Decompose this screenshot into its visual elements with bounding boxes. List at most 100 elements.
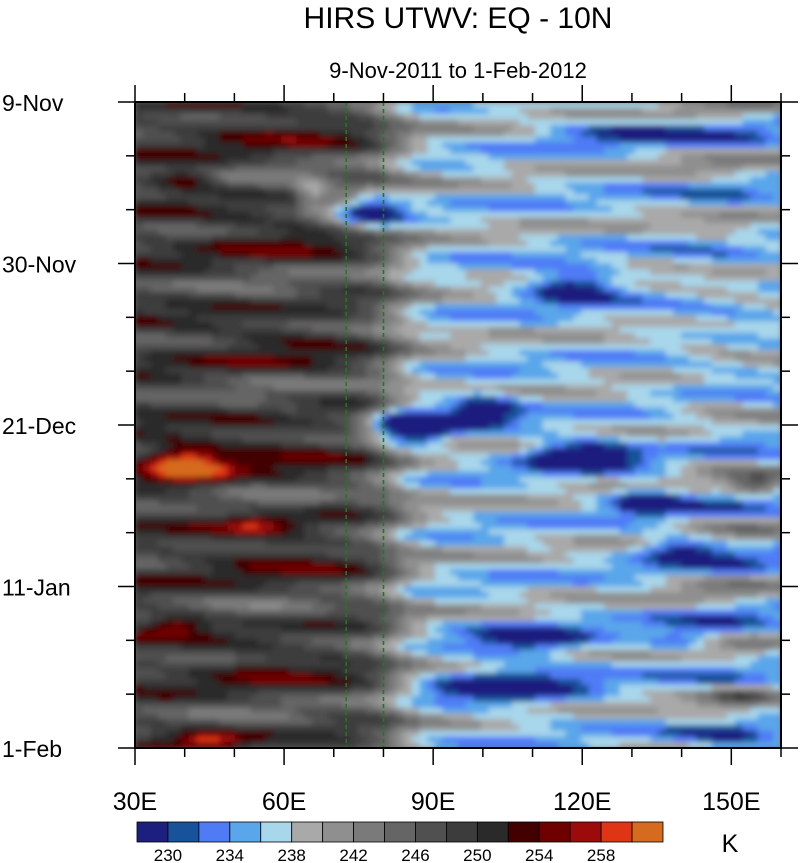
field-cell: [488, 228, 498, 236]
field-cell: [519, 200, 528, 207]
field-cell: [727, 419, 736, 426]
field-cell: [511, 119, 521, 126]
field-cell: [688, 390, 697, 397]
field-cell: [734, 269, 744, 276]
field-cell: [250, 401, 259, 409]
field-cell: [496, 165, 505, 172]
field-cell: [373, 251, 382, 259]
field-cell: [365, 205, 374, 213]
field-cell: [296, 413, 305, 420]
field-cell: [388, 246, 398, 253]
field-cell: [350, 211, 359, 218]
field-cell: [281, 436, 290, 443]
field-cell: [673, 194, 682, 201]
field-cell: [250, 350, 259, 357]
field-cell: [542, 234, 551, 242]
field-cell: [573, 390, 582, 397]
field-cell: [204, 378, 213, 386]
field-cell: [234, 303, 244, 311]
field-cell: [319, 142, 328, 149]
field-cell: [458, 251, 467, 259]
field-cell: [211, 153, 221, 161]
field-cell: [634, 113, 644, 120]
field-cell: [165, 390, 175, 397]
field-cell: [596, 182, 605, 190]
field-cell: [342, 280, 351, 288]
field-cell: [358, 153, 367, 161]
field-cell: [350, 165, 359, 172]
field-cell: [458, 142, 467, 149]
field-cell: [196, 257, 205, 265]
field-cell: [358, 298, 367, 305]
field-cell: [311, 188, 321, 195]
field-cell: [388, 286, 398, 293]
field-cell: [588, 321, 598, 328]
field-cell: [711, 159, 721, 167]
field-cell: [557, 367, 567, 374]
field-cell: [673, 275, 682, 282]
field-cell: [465, 102, 474, 109]
field-cell: [588, 425, 598, 432]
field-cell: [711, 107, 721, 115]
field-cell: [542, 378, 551, 386]
field-cell: [358, 436, 367, 443]
field-cell: [288, 176, 298, 184]
field-cell: [588, 136, 598, 143]
field-cell: [588, 125, 598, 132]
field-cell: [204, 309, 213, 317]
field-cell: [596, 367, 605, 374]
field-cell: [650, 102, 659, 109]
field-cell: [234, 194, 244, 201]
field-cell: [188, 251, 198, 259]
field-cell: [188, 113, 198, 120]
field-cell: [242, 228, 251, 236]
field-cell: [288, 130, 298, 138]
field-cell: [234, 148, 244, 155]
field-cell: [142, 401, 151, 409]
field-cell: [673, 390, 682, 397]
field-cell: [234, 321, 244, 328]
field-cell: [611, 228, 621, 236]
field-cell: [311, 367, 321, 374]
field-cell: [581, 338, 590, 345]
field-cell: [542, 373, 551, 380]
field-cell: [165, 148, 175, 155]
field-cell: [665, 130, 674, 138]
field-cell: [657, 367, 667, 374]
field-cell: [142, 165, 151, 172]
field-cell: [604, 355, 613, 363]
field-cell: [427, 442, 436, 449]
field-cell: [688, 136, 697, 143]
field-cell: [165, 176, 175, 184]
field-cell: [496, 148, 505, 155]
field-cell: [442, 373, 451, 380]
field-cell: [657, 211, 667, 218]
field-cell: [227, 373, 236, 380]
field-cell: [388, 401, 398, 409]
field-cell: [496, 425, 505, 432]
field-cell: [434, 355, 444, 363]
field-cell: [304, 125, 313, 132]
field-cell: [773, 275, 781, 282]
field-cell: [265, 217, 275, 224]
field-cell: [311, 194, 321, 201]
field-cell: [596, 280, 605, 288]
field-cell: [581, 263, 590, 270]
field-cell: [227, 223, 236, 230]
field-cell: [619, 350, 628, 357]
field-cell: [596, 205, 605, 213]
field-cell: [427, 390, 436, 397]
field-cell: [319, 401, 328, 409]
field-cell: [519, 263, 528, 270]
field-cell: [757, 228, 767, 236]
field-cell: [404, 367, 413, 374]
field-cell: [696, 309, 705, 317]
field-cell: [350, 142, 359, 149]
field-cell: [634, 251, 644, 259]
field-cell: [350, 396, 359, 403]
field-cell: [434, 413, 444, 420]
field-cell: [542, 413, 551, 420]
field-cell: [135, 396, 144, 403]
field-cell: [711, 309, 721, 317]
field-cell: [619, 119, 628, 126]
